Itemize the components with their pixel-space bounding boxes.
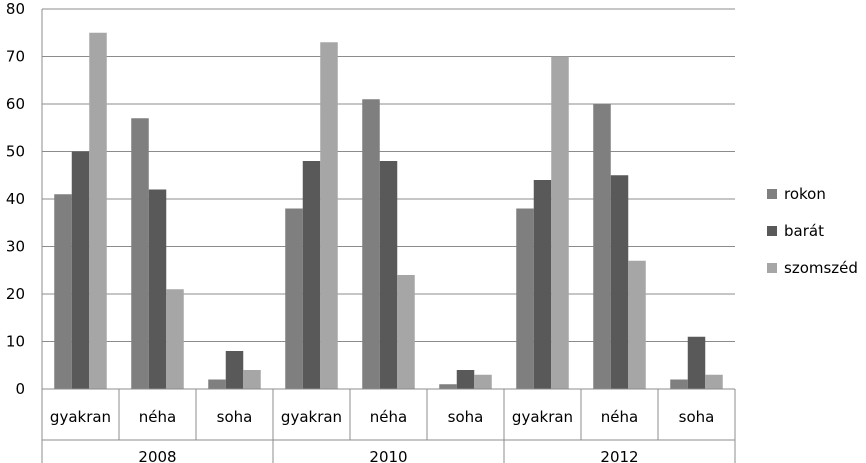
x-category-label: néha: [601, 408, 638, 426]
bar-szomszéd: [397, 275, 415, 389]
bar-rokon: [131, 118, 149, 389]
bar-rokon: [362, 99, 380, 389]
bar-szomszéd: [705, 374, 723, 389]
x-category-label: néha: [139, 408, 176, 426]
bar-barát: [225, 351, 244, 389]
bar-szomszéd: [243, 370, 261, 389]
y-tick-label: 20: [6, 285, 25, 303]
y-tick-label: 70: [6, 48, 25, 66]
x-category-label: soha: [679, 408, 715, 426]
bar-rokon: [285, 208, 303, 389]
legend: rokon barát szomszéd: [767, 185, 858, 277]
bar-rokon: [593, 104, 611, 389]
x-category-label: gyakran: [50, 408, 111, 426]
bar-rokon: [516, 208, 534, 389]
bar-barát: [610, 175, 629, 389]
legend-label-szomszéd: szomszéd: [784, 259, 858, 277]
y-tick-label: 0: [15, 380, 25, 398]
legend-swatch-szomszéd: [767, 263, 777, 273]
y-tick-label: 60: [6, 95, 25, 113]
x-category-label: néha: [370, 408, 407, 426]
x-category-label: soha: [217, 408, 253, 426]
legend-swatch-rokon: [767, 189, 777, 199]
bar-barát: [379, 161, 398, 389]
bar-szomszéd: [474, 374, 492, 389]
x-group-label: 2008: [138, 448, 176, 463]
x-category-label: gyakran: [281, 408, 342, 426]
y-tick-label: 40: [6, 190, 25, 208]
legend-swatch-barát: [767, 226, 777, 236]
x-axis-group-labels: 2008 2010 2012: [138, 448, 638, 463]
x-category-label: gyakran: [512, 408, 573, 426]
legend-label-rokon: rokon: [784, 185, 826, 203]
y-tick-label: 80: [6, 0, 25, 18]
bar-szomszéd: [551, 56, 569, 389]
bar-barát: [71, 151, 90, 389]
bars: [54, 32, 723, 389]
bar-barát: [302, 161, 321, 389]
legend-label-barát: barát: [784, 222, 824, 240]
x-group-label: 2012: [600, 448, 638, 463]
y-tick-label: 10: [6, 333, 25, 351]
bar-szomszéd: [628, 260, 646, 389]
y-axis-tick-labels: 0 10 20 30 40 50 60 70 80: [6, 0, 25, 398]
bar-rokon: [208, 379, 226, 389]
bar-szomszéd: [166, 289, 184, 389]
bar-barát: [687, 336, 706, 389]
bar-barát: [456, 370, 475, 389]
y-tick-label: 50: [6, 143, 25, 161]
bar-barát: [148, 189, 167, 389]
axes: [41, 9, 736, 463]
x-group-label: 2010: [369, 448, 407, 463]
bar-szomszéd: [320, 42, 338, 389]
bar-szomszéd: [89, 32, 107, 389]
y-tick-label: 30: [6, 238, 25, 256]
bar-barát: [533, 180, 552, 389]
bar-rokon: [439, 384, 457, 389]
bar-rokon: [54, 194, 72, 389]
bar-rokon: [670, 379, 688, 389]
x-category-label: soha: [448, 408, 484, 426]
x-axis-category-labels: gyakran néha soha gyakran néha soha gyakran néh…: [50, 408, 714, 426]
